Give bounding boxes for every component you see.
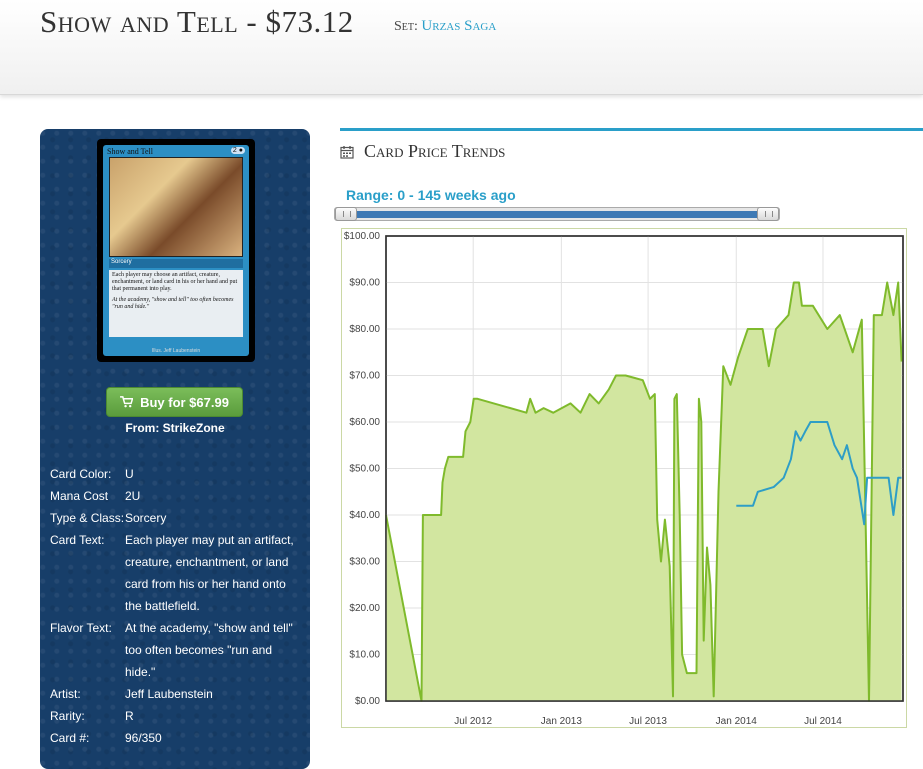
seller-label: From: StrikeZone xyxy=(125,421,225,435)
y-tick-label: $100.00 xyxy=(344,231,381,242)
attr-row: Card Color: U xyxy=(50,463,305,485)
attr-key: Card #: xyxy=(50,731,90,745)
series-line-0 xyxy=(385,281,903,702)
card-artwork xyxy=(109,157,243,257)
attr-row: Rarity: R xyxy=(50,705,305,727)
card-image-cost: 2 ● xyxy=(230,147,245,154)
attr-key: Artist: xyxy=(50,687,81,701)
attr-value: Each player may put an artifact, creatur… xyxy=(125,533,294,613)
y-tick-label: $10.00 xyxy=(349,650,380,661)
y-tick-label: $0.00 xyxy=(355,696,380,707)
attr-row: Artist: Jeff Laubenstein xyxy=(50,683,305,705)
attr-value: Sorcery xyxy=(125,511,167,525)
attr-row: Card Text: Each player may put an artifac… xyxy=(50,529,305,617)
x-tick-label: Jul 2014 xyxy=(804,716,842,727)
y-tick-label: $70.00 xyxy=(349,371,380,382)
chart-heading: Card Price Trends xyxy=(340,141,505,162)
range-slider-end-handle[interactable] xyxy=(757,207,779,221)
attr-row: Card #: 96/350 xyxy=(50,727,305,749)
card-image-rules: Each player may choose an artifact, crea… xyxy=(112,272,238,293)
attr-value: R xyxy=(125,709,134,723)
y-tick-label: $60.00 xyxy=(349,417,380,428)
cart-icon xyxy=(120,396,134,408)
range-label: Range: 0 - 145 weeks ago xyxy=(346,187,516,203)
blue-mana-icon: ● xyxy=(238,147,243,154)
card-image-text: Each player may choose an artifact, crea… xyxy=(109,270,243,337)
set-info: Set: Urzas Saga xyxy=(394,18,496,35)
attr-row: Mana Cost 2U xyxy=(50,485,305,507)
x-tick-label: Jan 2014 xyxy=(716,716,758,727)
set-link[interactable]: Urzas Saga xyxy=(421,18,497,34)
y-tick-label: $40.00 xyxy=(349,510,380,521)
attr-key: Card Text: xyxy=(50,533,105,547)
attr-row: Flavor Text: At the academy, "show and te… xyxy=(50,617,305,683)
chart-heading-text: Card Price Trends xyxy=(364,141,506,161)
x-tick-label: Jul 2013 xyxy=(629,716,667,727)
card-image-flavor: At the academy, "show and tell" too ofte… xyxy=(112,296,234,310)
card-image: Show and Tell 2 ● Sorcery Each player ma… xyxy=(97,139,255,362)
card-image-credit: Illus. Jeff Laubenstein xyxy=(151,348,201,354)
attr-key: Type & Class: xyxy=(50,511,125,525)
series-line-1 xyxy=(736,421,902,526)
x-tick-label: Jul 2012 xyxy=(454,716,492,727)
x-tick-label: Jan 2013 xyxy=(541,716,583,727)
section-divider xyxy=(340,128,923,131)
card-image-type: Sorcery xyxy=(109,259,243,268)
y-tick-label: $20.00 xyxy=(349,603,380,614)
attr-key: Flavor Text: xyxy=(50,621,112,635)
attr-key: Card Color: xyxy=(50,467,112,481)
attr-value: 96/350 xyxy=(125,731,162,745)
set-label: Set: xyxy=(394,19,418,34)
y-tick-label: $50.00 xyxy=(349,464,380,475)
card-image-name: Show and Tell xyxy=(107,147,153,156)
series-area-0 xyxy=(386,282,902,701)
y-tick-label: $90.00 xyxy=(349,278,380,289)
buy-button-label: Buy for $67.99 xyxy=(140,394,229,410)
card-sidebar: Show and Tell 2 ● Sorcery Each player ma… xyxy=(40,129,310,769)
attr-value: 2U xyxy=(125,489,141,503)
buy-button[interactable]: Buy for $67.99 xyxy=(106,387,243,417)
page-title: Show and Tell - $73.12 xyxy=(40,4,354,39)
attr-row: Type & Class: Sorcery xyxy=(50,507,305,529)
y-tick-label: $80.00 xyxy=(349,324,380,335)
price-chart-container: $0.00 $10.00 $20.00 $30.00 $40.00 $50.00 $60.0… xyxy=(341,228,907,728)
attr-key: Rarity: xyxy=(50,709,85,723)
plot-frame xyxy=(385,235,904,702)
page-header: Show and Tell - $73.12 Set: Urzas Saga xyxy=(0,0,923,95)
card-attributes: Card Color: U Mana Cost 2U Type & Class: So… xyxy=(50,463,305,749)
calendar-icon xyxy=(340,145,354,159)
range-slider-start-handle[interactable] xyxy=(335,207,357,221)
attr-value: Jeff Laubenstein xyxy=(125,687,213,701)
attr-value: At the academy, "show and tell" too ofte… xyxy=(125,621,293,679)
attr-value: U xyxy=(125,467,134,481)
range-slider[interactable] xyxy=(334,207,780,221)
y-tick-label: $30.00 xyxy=(349,557,380,568)
price-chart: $0.00 $10.00 $20.00 $30.00 $40.00 $50.00 $60.0… xyxy=(344,231,904,727)
range-slider-fill xyxy=(345,211,769,218)
attr-key: Mana Cost xyxy=(50,489,109,503)
